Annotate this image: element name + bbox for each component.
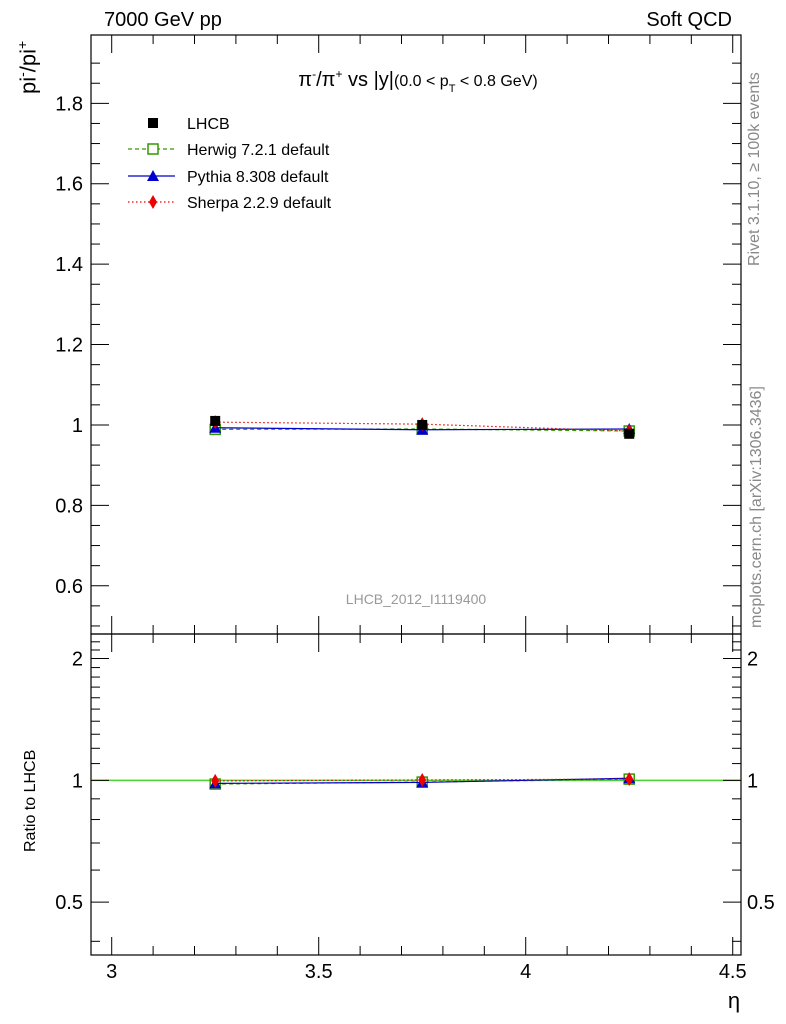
- ratio-y-tick-label: 0.5: [55, 892, 83, 914]
- ratio-x-tick-label: 4.5: [719, 961, 747, 983]
- legend-entry-sherpa: Sherpa 2.2.9 default: [128, 195, 332, 212]
- main-y-tick-label: 1.6: [55, 174, 83, 196]
- main-panel: 0.6 0.8 1 1.2 1.4 1.6 1.8 π-/π+ vs |y|(0.0 < p…: [55, 34, 742, 635]
- legend-label-sherpa: Sherpa 2.2.9 default: [187, 195, 332, 212]
- data-point-lhcb: [624, 428, 635, 439]
- main-y-tick-label: 1.2: [55, 335, 83, 357]
- legend-entry-lhcb: LHCB: [148, 116, 230, 133]
- series-sherpa-2-2-9-default: [211, 772, 634, 788]
- legend-label-lhcb: LHCB: [187, 116, 230, 133]
- ratio-x-tick-label: 3: [106, 961, 117, 983]
- data-point-sherpa-2-2-9-default: [625, 772, 634, 787]
- data-point-lhcb: [417, 419, 428, 430]
- ratio-y-tick-label-right: 1: [747, 770, 758, 792]
- ratio-y-tick-label: 1: [72, 770, 83, 792]
- series-line-herwig-7-2-1-default: [215, 428, 630, 432]
- data-point-sherpa-2-2-9-default: [211, 773, 220, 788]
- main-y-ticks: 0.6 0.8 1 1.2 1.4 1.6 1.8: [55, 62, 741, 627]
- legend-entry-pythia: Pythia 8.308 default: [128, 169, 329, 186]
- main-series-layer: [209, 415, 636, 439]
- main-y-tick-label: 1.8: [55, 93, 83, 115]
- data-point-sherpa-2-2-9-default: [418, 772, 427, 787]
- main-y-tick-label: 0.6: [55, 576, 83, 598]
- legend-marker-herwig: [147, 143, 159, 155]
- main-y-tick-label: 0.8: [55, 495, 83, 517]
- main-chart-title: π-/π+ vs |y|(0.0 < pT < 0.8 GeV): [298, 67, 537, 95]
- series-lhcb: [210, 415, 635, 439]
- legend-label-herwig: Herwig 7.2.1 default: [187, 142, 330, 159]
- legend-label-pythia: Pythia 8.308 default: [187, 169, 329, 186]
- legend-marker-sherpa: [149, 195, 157, 209]
- legend-marker-lhcb: [148, 118, 158, 128]
- data-point-lhcb: [210, 415, 221, 426]
- header-left-label: 7000 GeV pp: [104, 9, 222, 31]
- main-y-tick-label: 1: [72, 415, 83, 437]
- series-line-sherpa-2-2-9-default: [215, 421, 630, 432]
- ratio-panel: 0.5 0.5 1 1 2 2 3 3.5 4 4.5 η: [55, 633, 775, 1013]
- ratio-x-tick-label: 3.5: [305, 961, 333, 983]
- ratio-x-tick-label: 4: [520, 961, 531, 983]
- x-axis-title: η: [728, 988, 740, 1013]
- ratio-series-layer: [209, 772, 636, 790]
- main-x-ticks: [111, 35, 734, 634]
- legend-marker-pythia: [147, 170, 159, 181]
- ratio-panel-frame: [90, 633, 742, 956]
- legend: LHCB Herwig 7.2.1 default Pythia 8.308 d…: [128, 116, 332, 212]
- ratio-y-ticks: 0.5 0.5 1 1 2 2: [55, 641, 775, 942]
- ratio-y-tick-label-right: 2: [747, 649, 758, 671]
- ratio-x-ticks: 3 3.5 4 4.5: [106, 634, 747, 983]
- series-line-sherpa-2-2-9-default: [215, 778, 630, 782]
- ratio-y-tick-label: 2: [72, 649, 83, 671]
- header-right-label: Soft QCD: [646, 9, 732, 31]
- main-y-tick-label: 1.4: [55, 254, 83, 276]
- legend-entry-herwig: Herwig 7.2.1 default: [128, 142, 330, 159]
- ratio-y-tick-label-right: 0.5: [747, 892, 775, 914]
- analysis-watermark: LHCB_2012_I1119400: [346, 591, 487, 607]
